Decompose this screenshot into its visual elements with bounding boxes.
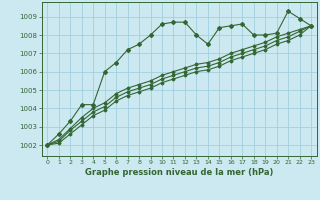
- X-axis label: Graphe pression niveau de la mer (hPa): Graphe pression niveau de la mer (hPa): [85, 168, 273, 177]
